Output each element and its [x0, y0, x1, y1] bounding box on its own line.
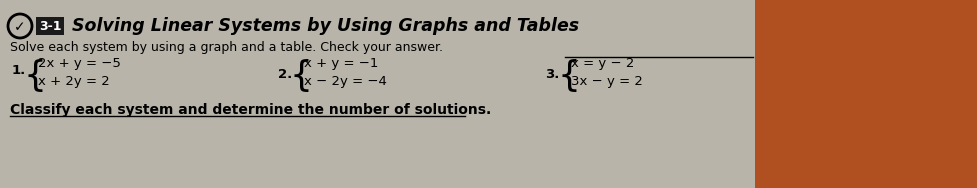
Text: Solve each system by using a graph and a table. Check your answer.: Solve each system by using a graph and a…: [10, 40, 443, 54]
Text: 3.: 3.: [544, 67, 559, 80]
Text: 2.: 2.: [277, 67, 292, 80]
Text: 1.: 1.: [12, 64, 26, 77]
Text: {: {: [24, 59, 47, 93]
Text: Classify each system and determine the number of solutions.: Classify each system and determine the n…: [10, 103, 490, 117]
Text: 3-1: 3-1: [39, 20, 62, 33]
Text: x + 2y = 2: x + 2y = 2: [38, 76, 109, 89]
Text: ✓: ✓: [15, 20, 25, 34]
Text: x − 2y = −4: x − 2y = −4: [304, 76, 387, 89]
Text: {: {: [557, 59, 579, 93]
Text: {: {: [290, 59, 313, 93]
Text: 3x − y = 2: 3x − y = 2: [571, 76, 642, 89]
Text: x = y − 2: x = y − 2: [571, 58, 634, 70]
Text: Solving Linear Systems by Using Graphs and Tables: Solving Linear Systems by Using Graphs a…: [72, 17, 578, 35]
FancyBboxPatch shape: [36, 17, 64, 35]
FancyBboxPatch shape: [754, 0, 977, 188]
Text: x + y = −1: x + y = −1: [304, 58, 378, 70]
Text: 2x + y = −5: 2x + y = −5: [38, 58, 121, 70]
